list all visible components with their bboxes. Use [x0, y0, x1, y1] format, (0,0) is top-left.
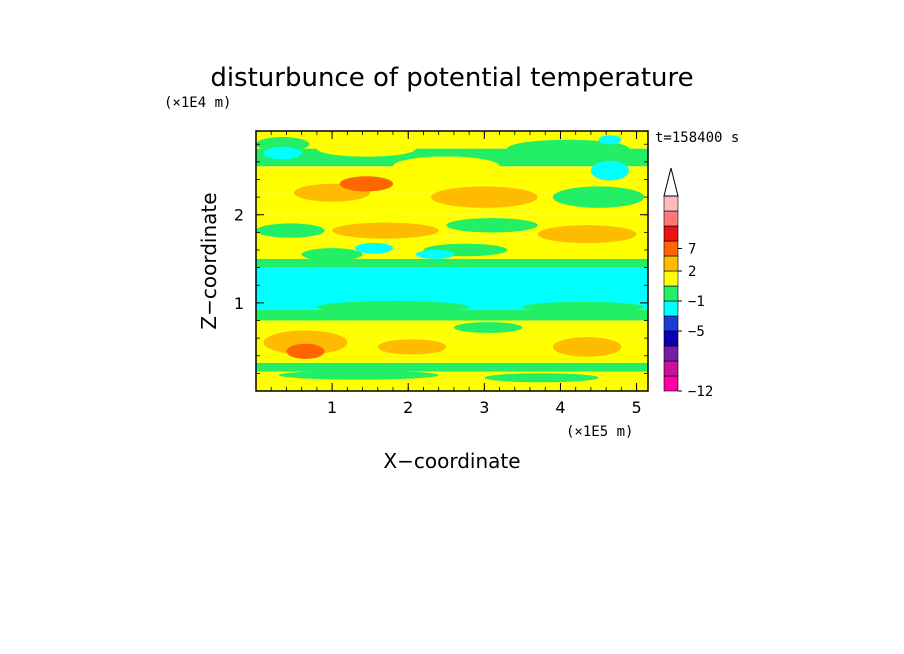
field-patch: [446, 218, 538, 233]
time-label: t=158400 s: [655, 130, 739, 146]
colorbar-swatch: [663, 270, 679, 287]
field-patch: [332, 222, 439, 239]
colorbar-tick-label: −1: [688, 294, 705, 310]
x-tick-label: 4: [555, 398, 565, 417]
field-patch: [552, 186, 645, 208]
field-patch: [256, 223, 325, 238]
colorbar-tick-label: 2: [688, 264, 696, 280]
colorbar-swatch: [663, 375, 679, 392]
colorbar-tick-label: 7: [688, 242, 696, 258]
colorbar-tick-label: −5: [688, 324, 705, 340]
x-tick-label: 5: [631, 398, 641, 417]
field-patch: [453, 322, 523, 333]
plot-frame: [255, 130, 649, 392]
chart-title: disturbunce of potential temperature: [210, 63, 693, 93]
x-tick-label: 2: [403, 398, 413, 417]
field-band: [256, 383, 648, 391]
colorbar-swatch: [663, 225, 679, 242]
colorbar-swatch: [663, 315, 679, 332]
field-patch: [286, 343, 325, 359]
field-band: [256, 320, 648, 339]
colorbar-swatch: [663, 240, 679, 257]
field-patch: [339, 176, 394, 192]
field-patch: [301, 248, 363, 261]
field-patch: [256, 137, 310, 152]
field-patch: [377, 339, 447, 355]
colorbar-swatch: [663, 210, 679, 227]
field-patch: [278, 370, 439, 380]
field-patch: [415, 249, 454, 259]
field-patch: [393, 156, 500, 177]
x-tick-label: 1: [327, 398, 337, 417]
x-unit-label: (×1E5 m): [566, 424, 633, 440]
field-patch: [507, 139, 629, 158]
colorbar-swatch: [663, 300, 679, 317]
colorbar-swatch: [663, 360, 679, 377]
colorbar-swatch: [663, 330, 679, 347]
colorbar-swatch: [663, 195, 679, 212]
field-patch: [316, 140, 416, 157]
x-axis-label: X−coordinate: [383, 449, 520, 473]
y-unit-label: (×1E4 m): [164, 95, 231, 111]
y-tick-label: 1: [234, 294, 244, 313]
field-patch: [522, 301, 645, 313]
field-band: [256, 309, 648, 321]
axes: 1 2 3 4 5 1 2: [234, 130, 649, 417]
y-axis-label: Z−coordinate: [197, 192, 221, 329]
colorbar-tick-label: −12: [688, 384, 713, 400]
field-patch: [354, 242, 394, 254]
colorbar: 7 2 −1 −5 −12: [663, 167, 713, 400]
field-patch: [431, 186, 538, 208]
field-band: [256, 258, 648, 268]
field-patch: [263, 146, 302, 160]
y-tick-label: 2: [234, 206, 244, 225]
field-patch: [552, 337, 622, 357]
colorbar-swatch: [663, 285, 679, 302]
field-patch: [263, 330, 348, 355]
colorbar-swatch: [663, 255, 679, 272]
field-patch: [537, 225, 637, 244]
plot-area: [256, 131, 648, 391]
field-patch: [598, 135, 622, 145]
colorbar-swatch: [663, 345, 679, 362]
field-patch: [484, 373, 599, 383]
field-band: [256, 362, 648, 372]
field-patch: [316, 300, 470, 314]
colorbar-extend-arrow: [663, 167, 679, 197]
field-patch: [590, 160, 629, 181]
x-tick-label: 3: [479, 398, 489, 417]
field: [256, 131, 648, 391]
